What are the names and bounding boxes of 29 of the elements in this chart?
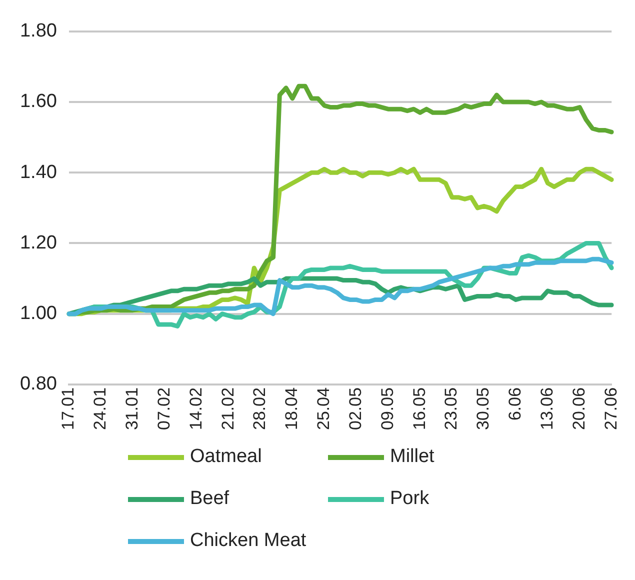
x-tick-label: 6.06 xyxy=(506,387,525,421)
x-tick-label: 27.06 xyxy=(601,387,620,430)
x-tick-label: 14.02 xyxy=(186,387,206,430)
y-tick-label: 1.00 xyxy=(20,303,57,324)
y-tick-label: 0.80 xyxy=(20,374,57,395)
legend-label: Pork xyxy=(390,488,430,510)
legend-label: Millet xyxy=(390,446,434,468)
x-tick-label: 17.01 xyxy=(58,387,78,430)
x-tick-label: 21.02 xyxy=(218,387,238,430)
y-tick-label: 1.60 xyxy=(20,91,57,112)
x-tick-label: 31.01 xyxy=(122,387,142,430)
legend-label: Oatmeal xyxy=(190,446,262,468)
y-tick-label: 1.20 xyxy=(20,232,57,254)
x-tick-label: 25.04 xyxy=(314,387,334,430)
x-tick-label: 28.02 xyxy=(250,387,270,430)
x-tick-label: 30.05 xyxy=(474,387,493,430)
y-tick-label: 1.80 xyxy=(20,20,57,42)
x-tick-label: 23.05 xyxy=(442,387,461,430)
x-tick-label: 07.02 xyxy=(154,387,174,430)
x-tick-label: 02.05 xyxy=(346,387,365,430)
x-tick-label: 24.01 xyxy=(90,387,110,430)
x-tick-label: 13.06 xyxy=(537,387,556,430)
y-tick-label: 1.40 xyxy=(20,162,57,183)
x-tick-label: 18.04 xyxy=(282,387,302,430)
x-tick-label: 20.06 xyxy=(569,387,588,430)
x-tick-label: 16.05 xyxy=(410,387,429,430)
legend-label: Chicken Meat xyxy=(190,530,306,552)
x-tick-label: 09.05 xyxy=(378,387,397,430)
legend-label: Beef xyxy=(190,488,230,510)
